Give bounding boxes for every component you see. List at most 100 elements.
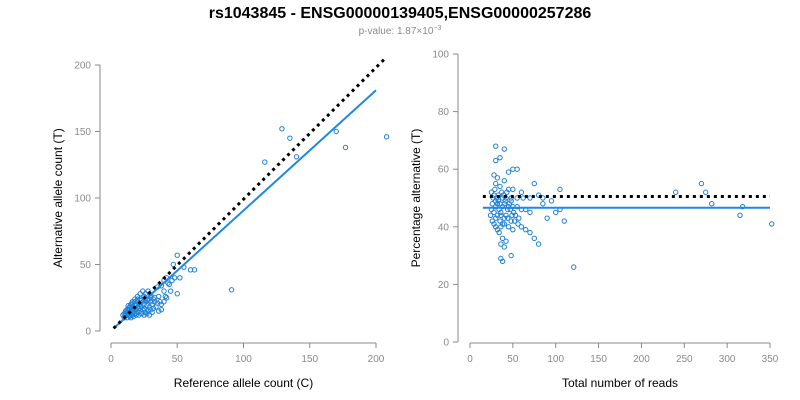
- right-data-point: [520, 195, 526, 201]
- left-data-point: [170, 261, 176, 268]
- right-data-point: [501, 221, 507, 227]
- left-data-point: [163, 295, 170, 301]
- right-x-tick-label: 50: [507, 354, 519, 365]
- left-data-point: [287, 135, 293, 141]
- right-data-point: [497, 183, 503, 190]
- right-data-point: [518, 224, 525, 230]
- right-data-point: [544, 215, 550, 221]
- left-data-point: [165, 280, 171, 286]
- right-y-tick-label: 60: [438, 165, 450, 176]
- right-data-point: [571, 264, 577, 270]
- left-y-axis-label: Alternative allele count (T): [51, 128, 65, 267]
- left-data-point: [342, 144, 349, 151]
- right-data-point: [673, 189, 679, 195]
- right-data-point: [498, 209, 504, 216]
- right-data-point: [493, 215, 499, 221]
- right-data-point: [494, 175, 501, 181]
- left-y-tick-label: 100: [74, 194, 91, 205]
- right-y-tick-label: 40: [438, 222, 450, 233]
- right-data-point: [561, 218, 567, 224]
- left-x-axis-label: Reference allele count (C): [174, 376, 313, 390]
- right-data-point: [557, 186, 563, 193]
- left-data-point: [158, 307, 165, 313]
- left-data-point: [191, 267, 198, 273]
- right-data-point: [505, 224, 512, 230]
- right-data-point: [518, 189, 525, 195]
- left-data-point: [166, 281, 173, 288]
- right-data-point: [739, 203, 746, 210]
- right-data-point: [508, 198, 514, 204]
- right-y-tick-label: 100: [432, 50, 449, 61]
- right-data-point: [499, 258, 506, 265]
- right-data-point: [493, 157, 499, 164]
- right-data-point: [511, 218, 518, 224]
- right-scatter-panel: 0 50 100 150 200 250 300 350 0 20 40 60 80 100 Total n…: [409, 50, 779, 391]
- right-y-tick-label: 20: [438, 280, 450, 291]
- right-data-point: [493, 143, 499, 149]
- right-data-point: [501, 178, 507, 184]
- right-x-tick-label: 0: [467, 354, 473, 365]
- right-data-point: [515, 221, 521, 227]
- right-data-point: [540, 201, 546, 207]
- right-x-tick-label: 100: [547, 354, 564, 365]
- left-data-point: [141, 305, 147, 312]
- left-data-point: [137, 291, 143, 297]
- left-y-tick-label: 50: [80, 260, 92, 271]
- right-data-point: [531, 235, 537, 242]
- left-data-point: [169, 277, 175, 284]
- pvalue-label: p-value: 1.87×10−3: [359, 25, 442, 37]
- right-data-point: [737, 212, 743, 218]
- left-data-point: [157, 299, 163, 305]
- right-data-point: [514, 166, 520, 172]
- right-data-point: [503, 212, 509, 218]
- left-data-point: [136, 312, 142, 318]
- right-x-axis-label: Total number of reads: [562, 376, 678, 390]
- right-data-point: [504, 189, 510, 195]
- right-data-point: [496, 229, 502, 236]
- right-data-point: [498, 241, 504, 247]
- right-data-point: [527, 209, 533, 216]
- right-data-point: [709, 201, 715, 207]
- left-data-point: [122, 308, 129, 314]
- right-data-point: [698, 180, 705, 187]
- right-data-point: [510, 166, 516, 172]
- left-y-tick-label: 0: [85, 327, 91, 338]
- left-data-point: [141, 312, 147, 318]
- right-x-tick-label: 250: [676, 354, 693, 365]
- left-data-point: [138, 304, 145, 310]
- left-data-point: [140, 288, 146, 294]
- left-y-tick-label: 150: [74, 127, 91, 138]
- left-data-point: [333, 128, 339, 135]
- left-data-point: [154, 300, 161, 306]
- left-data-point: [383, 134, 390, 140]
- left-x-tick-label: 0: [108, 354, 114, 365]
- right-x-tick-label: 350: [762, 354, 779, 365]
- right-data-point: [499, 235, 506, 242]
- right-data-point: [491, 172, 497, 178]
- right-data-point: [510, 226, 516, 233]
- right-data-point: [523, 226, 529, 233]
- right-data-point: [503, 238, 509, 244]
- left-data-point: [171, 275, 178, 281]
- right-x-tick-label: 300: [719, 354, 736, 365]
- right-data-point: [512, 212, 519, 218]
- right-data-point: [516, 215, 522, 221]
- right-data-point: [487, 212, 494, 218]
- right-y-axis-label: Percentage alternative (T): [409, 129, 423, 268]
- right-data-point: [493, 180, 499, 187]
- right-data-point: [501, 146, 507, 152]
- right-data-point: [497, 218, 503, 224]
- left-reference-line: [112, 55, 388, 330]
- left-data-point: [293, 154, 300, 160]
- left-data-point: [161, 288, 167, 294]
- right-data-point: [498, 212, 504, 218]
- right-data-point: [769, 221, 775, 227]
- left-data-point: [279, 126, 285, 132]
- right-data-point: [514, 203, 520, 210]
- right-y-tick-label: 0: [443, 338, 449, 349]
- left-data-point: [228, 287, 235, 293]
- left-fit-line: [112, 89, 377, 330]
- right-y-tick-label: 80: [438, 107, 450, 118]
- left-data-point: [149, 309, 155, 316]
- right-x-tick-label: 150: [590, 354, 607, 365]
